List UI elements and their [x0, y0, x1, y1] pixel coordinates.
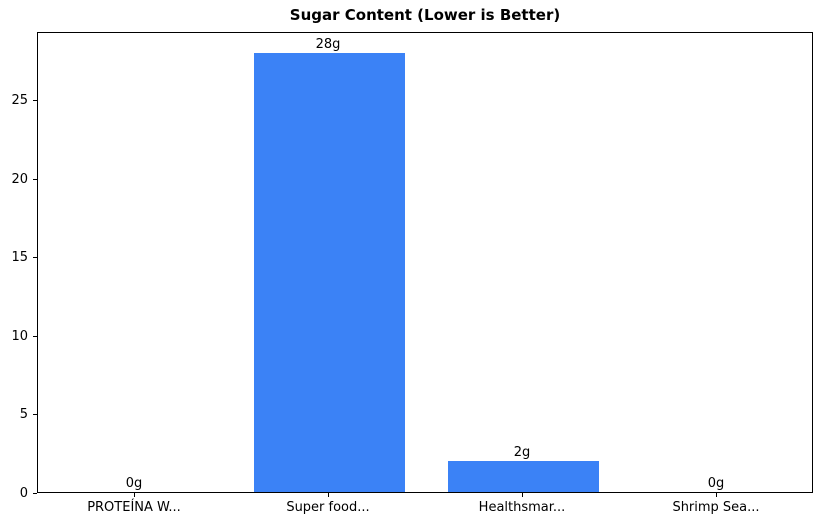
- bar-value-label: 0g: [125, 476, 143, 491]
- y-axis-tick-label: 10: [11, 328, 28, 344]
- y-axis-tick-label: 0: [19, 485, 28, 501]
- y-axis-tick-label: 15: [11, 250, 28, 266]
- y-axis-tick-label: 20: [11, 171, 28, 187]
- bar-value-label: 2g: [513, 444, 531, 460]
- y-axis-tick-mark: [33, 414, 37, 416]
- y-axis-tick-label: 5: [19, 407, 28, 423]
- bar-value-label: 28g: [315, 36, 341, 52]
- x-axis-tick-label: Super food...: [286, 500, 370, 515]
- x-axis-tick-label: Healthsmar...: [478, 500, 566, 515]
- bar-value-label: 0g: [707, 476, 725, 491]
- bar: [253, 52, 405, 492]
- y-axis-tick-mark: [33, 257, 37, 259]
- bar: [447, 460, 599, 492]
- y-axis-tick-label: 25: [11, 93, 28, 109]
- x-axis-tick-mark: [327, 493, 329, 497]
- x-axis-tick-label: Shrimp Sea...: [672, 500, 760, 515]
- y-axis-tick-mark: [33, 492, 37, 494]
- plot-area: [37, 32, 813, 493]
- chart-title: Sugar Content (Lower is Better): [289, 6, 561, 24]
- x-axis-tick-mark: [715, 493, 717, 497]
- x-axis-tick-label: PROTEÍNA W...: [87, 500, 181, 515]
- y-axis-tick-mark: [33, 100, 37, 102]
- x-axis-tick-mark: [133, 493, 135, 497]
- x-axis-tick-mark: [521, 493, 523, 497]
- y-axis-tick-mark: [33, 178, 37, 180]
- y-axis-tick-mark: [33, 335, 37, 337]
